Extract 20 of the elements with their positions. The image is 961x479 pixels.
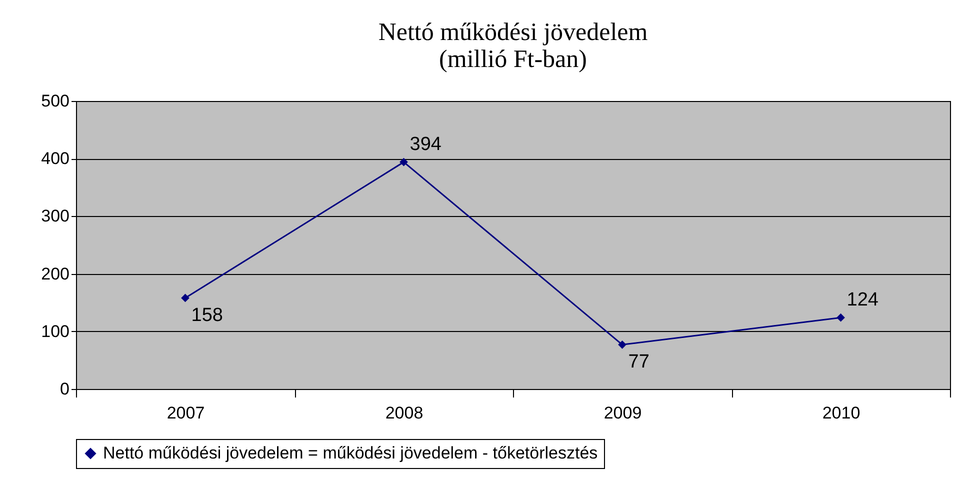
x-tick-label: 2007 — [166, 404, 205, 422]
y-tick-label: 500 — [41, 92, 70, 110]
x-tick-label: 2010 — [822, 404, 860, 422]
data-label: 77 — [628, 352, 650, 373]
point — [836, 313, 845, 322]
chart-title: Nettó működési jövedelem (millió Ft-ban) — [378, 19, 648, 73]
point — [181, 294, 190, 302]
legend-label: Nettó működési jövedelem = működési jövedelem - tőketörlesztés — [103, 444, 598, 462]
y-tick-label: 100 — [41, 322, 70, 341]
y-tick-label: 300 — [41, 206, 70, 226]
y-tick-label: 400 — [41, 149, 70, 168]
point — [618, 340, 626, 349]
y-tick-label: 200 — [41, 264, 70, 284]
x-tick-label: 2008 — [385, 404, 424, 422]
point — [400, 158, 408, 166]
data-label: 394 — [410, 134, 442, 156]
data-label: 158 — [191, 304, 223, 326]
data-label: 124 — [846, 290, 879, 311]
y-tick-label: 0 — [60, 380, 70, 398]
x-tick-label: 2009 — [604, 404, 642, 422]
